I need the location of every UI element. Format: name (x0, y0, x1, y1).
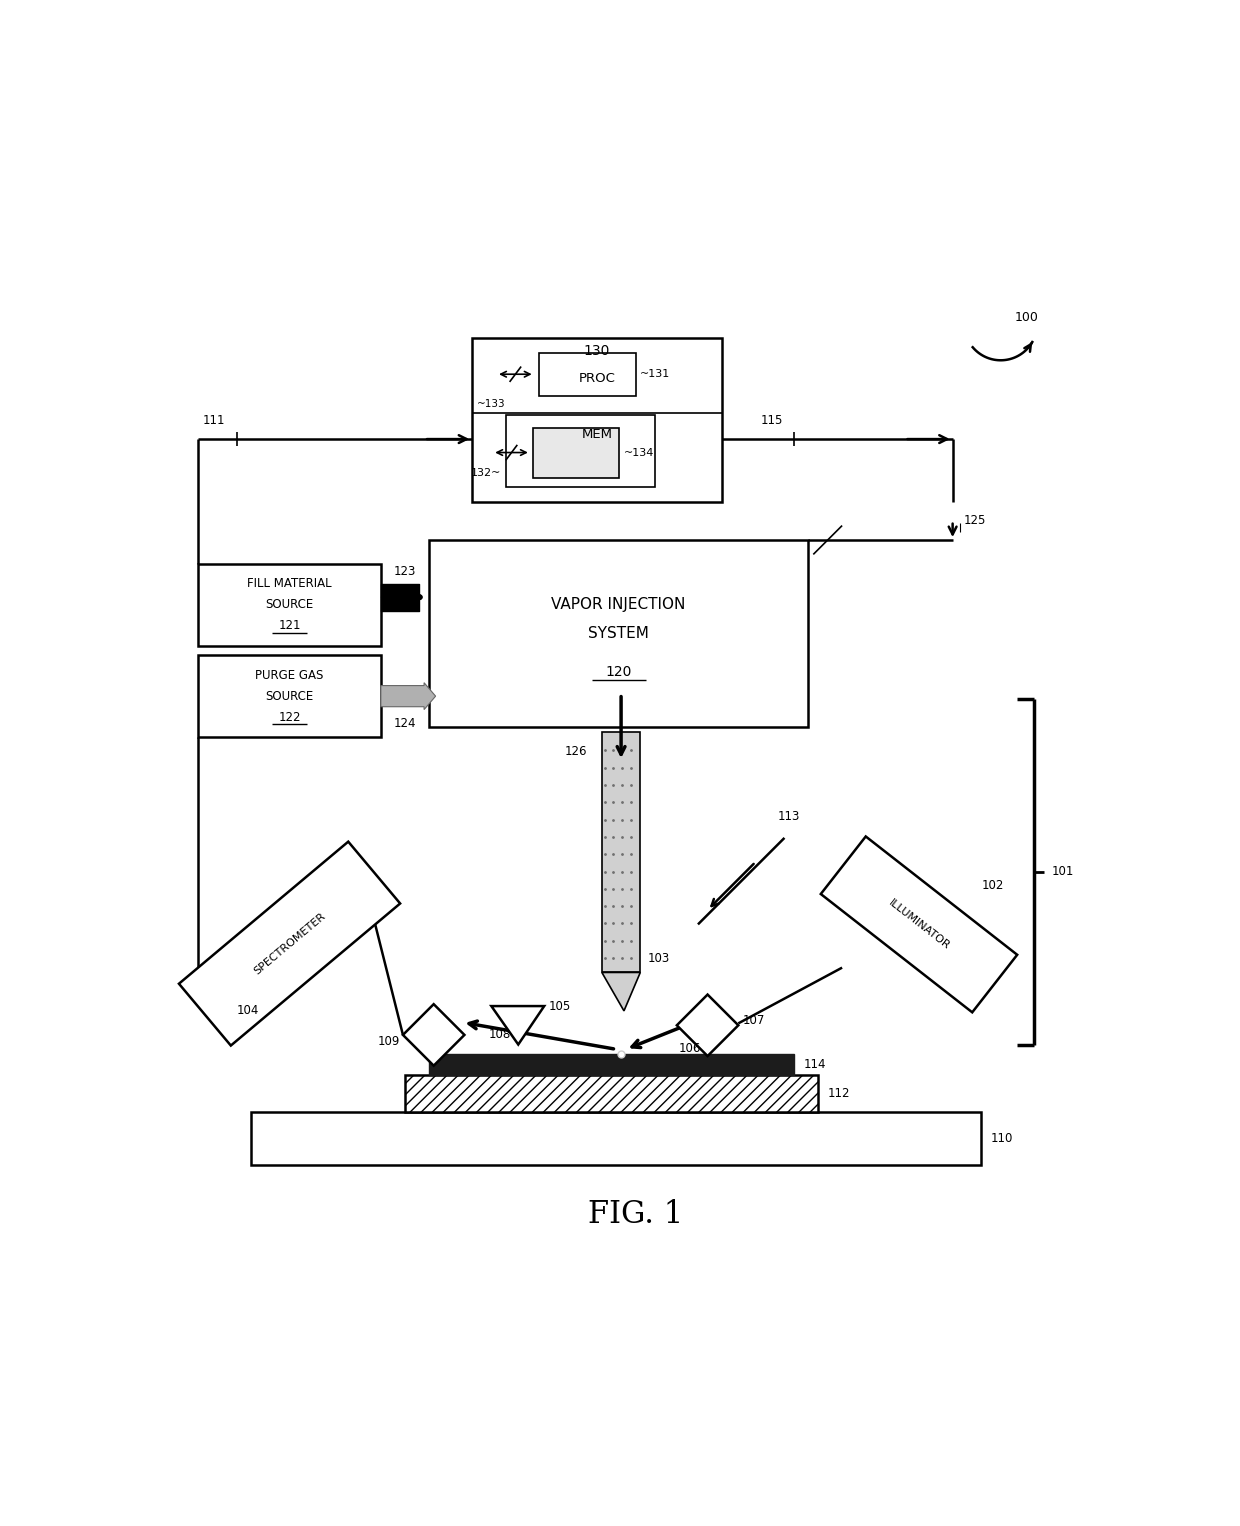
Bar (533, 427, 619, 478)
Text: SOURCE: SOURCE (265, 598, 314, 612)
Polygon shape (601, 972, 640, 1010)
Text: FIG. 1: FIG. 1 (588, 1199, 683, 1230)
Text: 106: 106 (678, 1042, 701, 1054)
Text: 124: 124 (393, 717, 417, 731)
Text: 105: 105 (549, 1000, 572, 1013)
Text: MEM: MEM (582, 427, 613, 441)
Text: 102: 102 (982, 879, 1004, 893)
Text: 111: 111 (203, 414, 226, 427)
Text: PURGE GAS: PURGE GAS (255, 668, 324, 682)
Polygon shape (821, 836, 1017, 1012)
Bar (429, 1054, 794, 1076)
Text: 120: 120 (605, 665, 632, 679)
Text: ILLUMINATOR: ILLUMINATOR (887, 897, 951, 951)
Text: 121: 121 (278, 620, 301, 632)
Text: FILL MATERIAL: FILL MATERIAL (247, 577, 332, 591)
Text: 104: 104 (237, 1004, 259, 1018)
Text: 103: 103 (649, 952, 671, 964)
Text: 130: 130 (584, 343, 610, 357)
Text: 132~: 132~ (471, 467, 501, 478)
Text: 110: 110 (991, 1132, 1013, 1144)
Text: 126: 126 (565, 745, 588, 758)
Polygon shape (677, 995, 738, 1056)
Bar (429, 540, 808, 728)
Bar (198, 565, 381, 645)
Bar (539, 353, 636, 395)
Text: SPECTROMETER: SPECTROMETER (252, 911, 327, 977)
Text: 107: 107 (743, 1013, 765, 1027)
Text: 114: 114 (804, 1058, 826, 1071)
Text: 101: 101 (1052, 865, 1074, 877)
Bar (472, 339, 722, 502)
Text: VAPOR INJECTION: VAPOR INJECTION (552, 597, 686, 612)
Bar (404, 1076, 818, 1112)
Polygon shape (403, 1004, 465, 1065)
Text: 100: 100 (1016, 310, 1039, 324)
Text: 115: 115 (760, 414, 782, 427)
Text: 125: 125 (965, 514, 987, 528)
FancyArrow shape (381, 682, 435, 710)
Text: 112: 112 (828, 1087, 851, 1100)
Bar (250, 1112, 982, 1164)
Polygon shape (179, 842, 401, 1045)
Bar (601, 732, 640, 972)
Text: 109: 109 (378, 1035, 401, 1048)
Text: 123: 123 (393, 565, 417, 578)
Text: 122: 122 (278, 711, 301, 723)
Bar (506, 415, 655, 487)
Polygon shape (491, 1006, 544, 1044)
Text: SYSTEM: SYSTEM (588, 626, 649, 641)
Text: ~131: ~131 (640, 369, 671, 380)
Bar (198, 655, 381, 737)
Text: SOURCE: SOURCE (265, 690, 314, 702)
Text: PROC: PROC (579, 372, 615, 385)
Text: 113: 113 (777, 810, 800, 824)
Text: ~134: ~134 (624, 447, 655, 458)
Text: ~133: ~133 (477, 400, 506, 409)
Text: 108: 108 (489, 1029, 511, 1041)
